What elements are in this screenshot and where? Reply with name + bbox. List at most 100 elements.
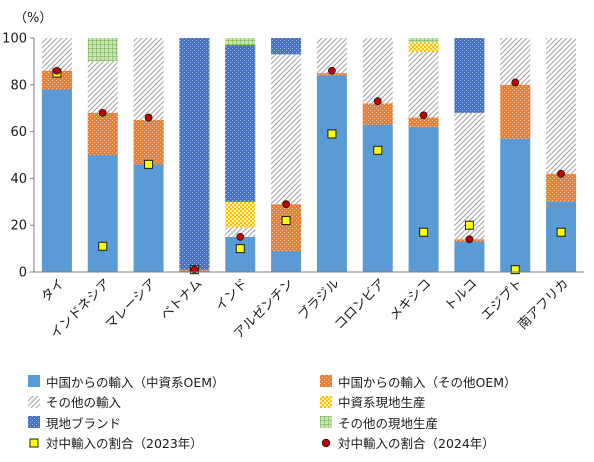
bar-segment (87, 38, 118, 62)
legend-swatch (28, 395, 40, 408)
legend-item: 中国からの輸入（中資系OEM） (28, 372, 225, 390)
marker-2024 (419, 111, 428, 120)
x-tick-label: ベトナム (158, 276, 205, 323)
bar-segment (271, 250, 302, 272)
legend-item: その他の現地生産 (320, 413, 438, 431)
marker-2024 (511, 78, 520, 87)
legend-label: 現地ブランド (46, 415, 122, 431)
bar-segment (41, 70, 72, 90)
bar-segment (408, 52, 439, 118)
legend-item: 対中輸入の割合（2024年） (320, 434, 495, 452)
marker-2024 (144, 113, 153, 122)
legend-item: 中国からの輸入（その他OEM） (320, 372, 517, 390)
marker-2024 (465, 235, 474, 244)
legend-swatch (28, 416, 40, 428)
x-tick-label: トルコ (442, 276, 480, 314)
bar-segment (546, 38, 577, 174)
legend-swatch (320, 395, 332, 408)
legend-label: 中国からの輸入（中資系OEM） (46, 374, 225, 390)
legend-label: その他の現地生産 (338, 415, 439, 431)
markers (52, 66, 566, 275)
marker-2023 (98, 241, 108, 251)
bar-segment (87, 112, 118, 155)
marker-2024 (328, 66, 336, 75)
legend-item: 対中輸入の割合（2023年） (28, 434, 203, 452)
bar-segment (225, 38, 256, 46)
bar-segment (133, 119, 164, 165)
bar-segment (408, 126, 439, 272)
legend-label: 対中輸入の割合（2023年） (46, 436, 203, 451)
legend-swatch (320, 437, 332, 449)
bar-segment (408, 117, 439, 127)
marker-2023 (556, 227, 566, 237)
legend-label: 中国からの輸入（その他OEM） (338, 374, 517, 390)
marker-2023 (235, 244, 245, 254)
bars (41, 38, 577, 272)
x-tick-label: マレーシア (103, 276, 159, 332)
bar-segment (225, 236, 256, 272)
marker-2023 (510, 265, 520, 275)
x-tick-label: ブラジル (295, 276, 343, 324)
bar-segment (87, 155, 118, 272)
bar-segment (500, 138, 531, 272)
legend-swatch (28, 375, 40, 387)
legend-item: 中資系現地生産 (320, 393, 426, 411)
bar-segment (546, 201, 577, 272)
bar-segment (500, 84, 531, 139)
bar-segment (133, 38, 164, 120)
bar-segment (408, 38, 439, 43)
y-tick-label: 0 (19, 266, 27, 281)
legend-label: 中資系現地生産 (338, 395, 426, 410)
bar-segment (546, 173, 577, 202)
legend-swatch (320, 416, 332, 428)
marker-2023 (327, 129, 337, 139)
marker-2024 (98, 108, 107, 117)
legend-item: その他の輸入 (28, 393, 121, 411)
marker-2023 (373, 145, 383, 155)
marker-2024 (53, 66, 61, 75)
y-tick-label: 20 (10, 219, 27, 234)
bar-segment (87, 61, 118, 113)
marker-2023 (281, 216, 291, 226)
bar-segment (179, 38, 210, 270)
legend-swatch (320, 375, 332, 387)
legend-label: 対中輸入の割合（2024年） (338, 436, 495, 451)
x-axis: タイインドネシアマレーシアベトナム インドアルゼンチンブラジルコロンビアメキシコト… (34, 271, 584, 342)
bar-segment (454, 241, 485, 272)
y-axis-unit-label: （%） (14, 11, 52, 26)
legend-item: 現地ブランド (28, 413, 121, 431)
legend-label: その他の輸入 (46, 395, 122, 410)
bar-segment (271, 54, 302, 205)
bar-segment (225, 201, 256, 228)
bar-segment (133, 164, 164, 272)
bar-segment (271, 38, 302, 55)
marker-2023 (144, 159, 154, 169)
marker-2024 (236, 232, 245, 241)
bar-segment (271, 204, 302, 251)
marker-2024 (282, 200, 290, 209)
legend-swatch (28, 437, 40, 449)
bar-segment (408, 42, 439, 53)
bar-segment (225, 227, 256, 237)
marker-2024 (373, 97, 382, 106)
bar-segment (500, 38, 531, 85)
bar-segment (362, 103, 393, 125)
bar-segment (316, 75, 347, 272)
y-tick-label: 60 (10, 125, 27, 140)
y-axis: 0 20 40 60 80 100 (2, 32, 35, 281)
bar-segment (362, 38, 393, 104)
bar-segment (454, 112, 485, 240)
marker-2024 (190, 265, 199, 274)
x-tick-label: メキシコ (387, 276, 434, 323)
marker-2023 (464, 220, 474, 230)
bar-segment (225, 45, 256, 202)
y-tick-label: 80 (10, 78, 27, 93)
y-tick-label: 40 (10, 172, 27, 187)
marker-2023 (419, 227, 429, 237)
bar-segment (41, 38, 72, 71)
bar-segment (454, 38, 485, 113)
x-tick-label: タイ (39, 276, 68, 305)
x-tick-label: エジプト (479, 276, 526, 323)
bar-segment (41, 89, 72, 272)
